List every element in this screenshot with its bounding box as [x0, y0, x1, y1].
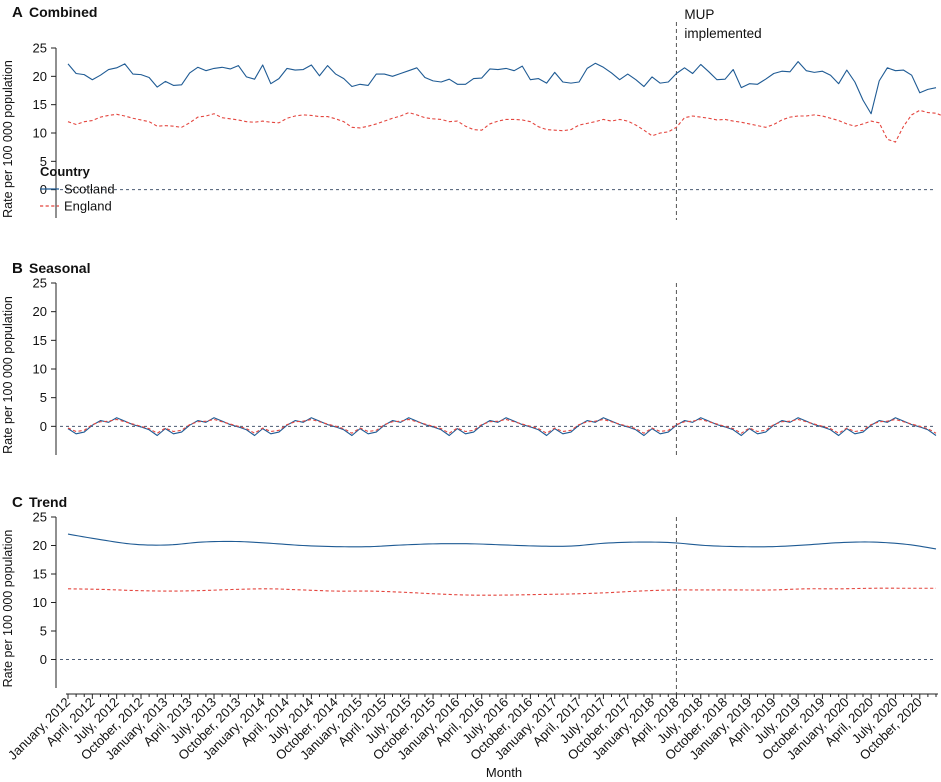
- x-axis-label: Month: [486, 765, 522, 780]
- y-tick-label: 5: [40, 624, 47, 639]
- y-tick-label: 5: [40, 154, 47, 169]
- series-line-england: [67, 418, 937, 434]
- panel-letter: C: [12, 494, 23, 511]
- panel-trend: C Trend 0 5 10 15 20 25 Rate per 100 000 populat…: [1, 494, 937, 694]
- y-tick-label: 25: [33, 510, 47, 525]
- y-tick-label: 0: [40, 419, 47, 434]
- y-tick-label: 20: [33, 304, 47, 319]
- y-tick-label: 15: [33, 567, 47, 582]
- series-line-scotland: [67, 533, 937, 550]
- panel-combined: A Combined 0 5 10 15 20 25 Rate per 100 000 popu…: [1, 4, 941, 220]
- mup-annotation-line2: implemented: [684, 26, 761, 41]
- y-tick-label: 10: [33, 126, 47, 141]
- legend-title: Country: [40, 164, 91, 179]
- panel-letter: B: [12, 260, 23, 277]
- panel-title: Combined: [29, 4, 97, 20]
- y-tick-label: 5: [40, 390, 47, 405]
- legend-label-scotland: Scotland: [64, 182, 115, 197]
- panel-title: Trend: [29, 494, 67, 510]
- y-tick-label: 20: [33, 538, 47, 553]
- y-tick-label: 20: [33, 69, 47, 84]
- legend-label-england: England: [64, 199, 112, 214]
- y-axis-label: Rate per 100 000 population: [1, 530, 15, 688]
- y-axis-label: Rate per 100 000 population: [1, 60, 15, 218]
- series-line-england: [67, 109, 941, 143]
- panel-title: Seasonal: [29, 260, 90, 276]
- y-axis-label: Rate per 100 000 population: [1, 296, 15, 454]
- y-tick-label: 15: [33, 97, 47, 112]
- series-line-england: [67, 587, 936, 596]
- y-tick-label: 0: [40, 182, 47, 197]
- mup-annotation-line1: MUP: [684, 7, 714, 22]
- panel-letter: A: [12, 4, 23, 21]
- y-tick-label: 0: [40, 652, 47, 667]
- y-tick-label: 10: [33, 362, 47, 377]
- y-tick-label: 25: [33, 276, 47, 291]
- y-tick-label: 15: [33, 333, 47, 348]
- y-tick-label: 25: [33, 41, 47, 56]
- y-tick-label: 10: [33, 595, 47, 610]
- series-line-scotland: [67, 61, 937, 115]
- panel-seasonal: B Seasonal 0 5 10 15 20 25 Rate per 100 000 popu…: [1, 260, 937, 457]
